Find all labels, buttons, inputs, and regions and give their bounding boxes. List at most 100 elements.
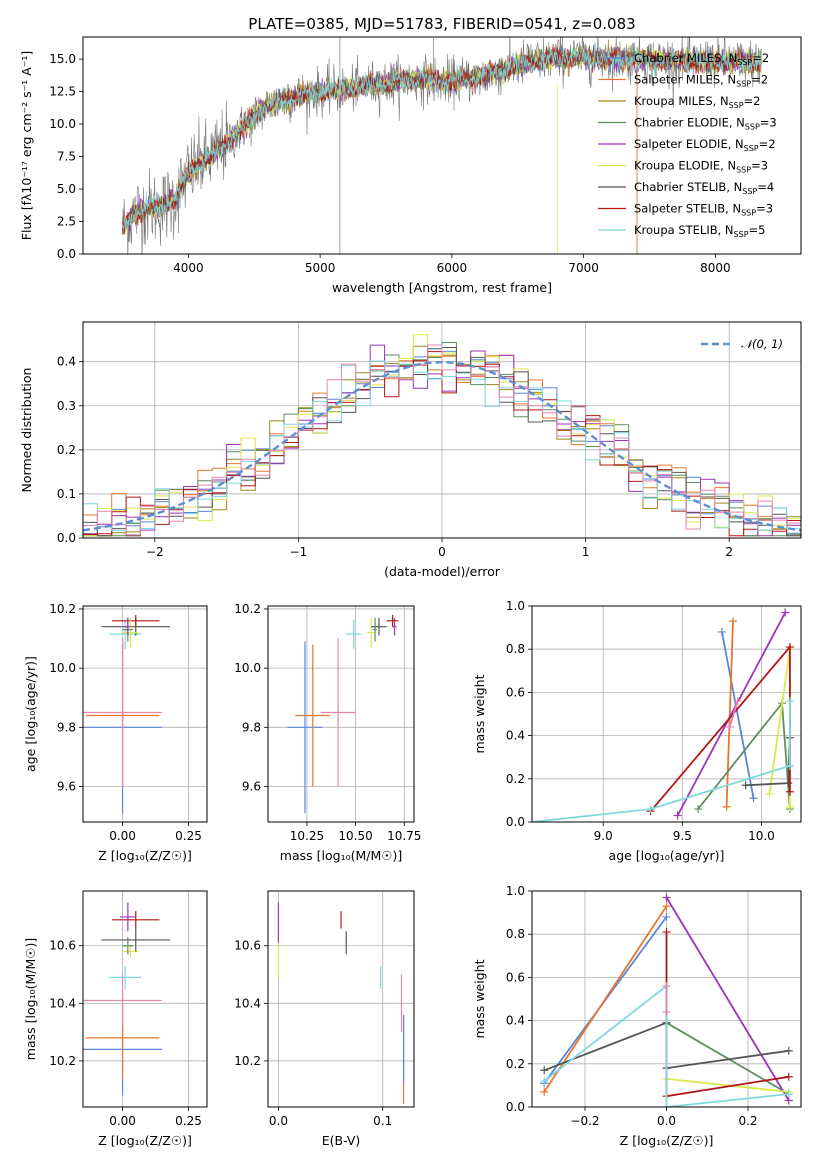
age-vs-Z-plot-area	[83, 614, 171, 814]
y-tick-label: 15.0	[49, 52, 76, 66]
y-tick-label: 10.6	[234, 939, 261, 953]
y-tick-label: 0.2	[506, 1057, 525, 1071]
y-tick-label: 10.4	[234, 996, 261, 1010]
x-tick-label: 10.0	[748, 829, 775, 843]
legend-entry: Salpeter MILES, NSSP=2	[634, 73, 768, 89]
y-axis-label: mass [log₁₀(M/M☉)]	[23, 938, 38, 1060]
x-tick-label: 8000	[700, 261, 731, 275]
weight-marker	[662, 982, 671, 991]
weight-marker	[540, 1066, 549, 1075]
x-axis-label: wavelength [Angstrom, rest frame]	[332, 280, 552, 295]
y-tick-label: 0.3	[57, 399, 76, 413]
x-tick-label: 5000	[305, 261, 336, 275]
x-tick-label: 6000	[437, 261, 468, 275]
x-tick-label: 0.1	[373, 1114, 392, 1128]
weight-marker	[662, 902, 671, 911]
age-vs-mass-panel: 10.25 10.50 10.75 9.6 9.8 10.0 10.2 mass [log₁₀…	[234, 602, 421, 863]
x-tick-label: 0.0	[269, 1114, 288, 1128]
y-tick-label: 0.8	[506, 927, 525, 941]
age-vs-Z-panel: 0.00 0.25 9.6 9.8 10.0 10.2 Z [log₁₀(Z/Z☉)] age…	[23, 602, 208, 863]
x-tick-label: 0.00	[109, 1114, 136, 1128]
weight-line	[543, 905, 668, 1093]
y-axis-label: Normed distribution	[19, 368, 34, 493]
legend: Chabrier MILES, NSSP=2 Salpeter MILES, NS…	[598, 51, 777, 239]
y-tick-label: 0.4	[57, 355, 76, 369]
weight-marker	[725, 722, 734, 731]
x-tick-label: 10.25	[290, 829, 324, 843]
spectrum-panel: PLATE=0385, MJD=51783, FIBERID=0541, z=0…	[19, 15, 802, 295]
x-tick-label: 4000	[173, 261, 204, 275]
age-vs-mass-plot-area	[287, 614, 399, 814]
y-tick-label: 9.6	[57, 779, 76, 793]
x-tick-label: −1	[290, 545, 308, 559]
weight-marker	[741, 781, 750, 790]
y-tick-label: 9.8	[57, 720, 76, 734]
x-tick-label: 0.2	[738, 1114, 757, 1128]
x-tick-label: 9.5	[673, 829, 692, 843]
y-tick-label: 9.8	[242, 720, 261, 734]
axes-frame	[531, 605, 802, 823]
axes-frame	[82, 36, 802, 255]
weight-marker	[717, 627, 726, 636]
weight-line	[721, 631, 755, 799]
y-tick-label: 10.4	[49, 996, 76, 1010]
weight-vs-Z-plot-area	[540, 893, 793, 1107]
residual-histogram	[83, 344, 801, 536]
weight-marker	[785, 787, 794, 796]
x-tick-label: 1	[582, 545, 590, 559]
y-axis-label: Flux [fλ10⁻¹⁷ erg cm⁻² s⁻¹ A⁻¹]	[19, 51, 34, 240]
legend-entry: Kroupa STELIB, NSSP=5	[634, 223, 765, 239]
x-tick-label: −0.2	[570, 1114, 599, 1128]
y-tick-label: 10.6	[49, 939, 76, 953]
legend-entry: 𝒩(0, 1)	[741, 337, 783, 351]
y-tick-label: 12.5	[49, 85, 76, 99]
x-tick-label: 0.25	[175, 829, 202, 843]
y-tick-label: 9.6	[242, 779, 261, 793]
x-axis-label: mass [log₁₀(M/M☉)]	[280, 848, 402, 863]
y-tick-label: 0.0	[57, 531, 76, 545]
weight-line	[665, 897, 790, 1101]
mass-vs-Z-panel: 0.00 0.25 10.2 10.4 10.6 Z [log₁₀(Z/Z☉)] mass …	[23, 890, 208, 1148]
y-tick-label: 0.6	[506, 970, 525, 984]
y-axis-label: age [log₁₀(age/yr)]	[23, 656, 38, 772]
weight-marker	[662, 928, 671, 937]
x-axis-label: Z [log₁₀(Z/Z☉)]	[98, 1133, 192, 1148]
weight-marker	[784, 779, 793, 788]
x-tick-label: −2	[146, 545, 164, 559]
y-tick-label: 0.8	[506, 642, 525, 656]
y-tick-label: 10.2	[234, 1054, 261, 1068]
weight-marker	[765, 789, 774, 798]
legend-entry: Kroupa ELODIE, NSSP=3	[634, 159, 768, 175]
y-tick-label: 10.0	[49, 661, 76, 675]
weight-line	[666, 1078, 789, 1093]
weight-vs-age-plot-area	[532, 608, 794, 822]
y-tick-label: 10.0	[49, 117, 76, 131]
y-tick-label: 0.0	[57, 247, 76, 261]
weight-line	[666, 1022, 790, 1095]
weight-vs-age-panel: 9.0 9.5 10.0 0.0 0.2 0.4 0.6 0.8 1.0 age [log₁₀(a…	[472, 599, 802, 863]
x-tick-label: 0.00	[109, 829, 136, 843]
y-tick-label: 0.2	[57, 443, 76, 457]
weight-marker	[785, 802, 794, 811]
weight-marker	[785, 643, 794, 652]
weight-marker	[733, 697, 742, 706]
x-axis-label: Z [log₁₀(Z/Z☉)]	[620, 1133, 714, 1148]
weight-marker	[784, 1072, 793, 1081]
y-tick-label: 0.6	[506, 685, 525, 699]
weight-marker	[540, 1077, 549, 1086]
x-axis-label: Z [log₁₀(Z/Z☉)]	[98, 848, 192, 863]
weight-marker	[662, 912, 671, 921]
gaussian-curve	[83, 360, 801, 532]
x-axis-label: (data-model)/error	[384, 564, 501, 579]
model-line	[122, 43, 762, 236]
y-tick-label: 0.4	[506, 1014, 525, 1028]
y-tick-label: 7.5	[57, 150, 76, 164]
x-tick-label: 7000	[568, 261, 599, 275]
y-tick-label: 0.0	[506, 815, 525, 829]
weight-marker	[540, 1087, 549, 1096]
legend-entry: Chabrier STELIB, NSSP=4	[634, 180, 774, 196]
y-tick-label: 10.2	[49, 1054, 76, 1068]
chart-title: PLATE=0385, MJD=51783, FIBERID=0541, z=0…	[248, 15, 635, 33]
y-tick-label: 0.2	[506, 772, 525, 786]
